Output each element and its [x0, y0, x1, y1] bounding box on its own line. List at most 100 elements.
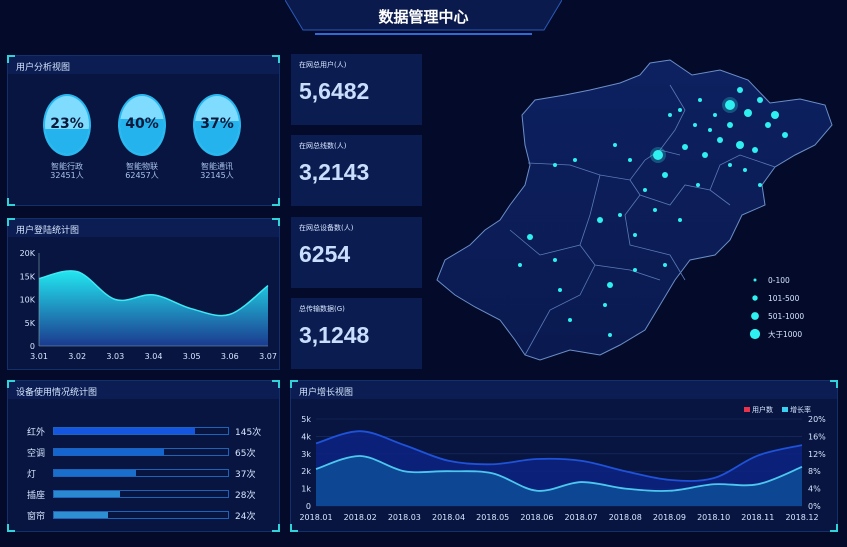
ball-count: 32451人 [50, 171, 84, 180]
x-tick-label: 2018.10 [697, 513, 730, 522]
ball-percent: 23% [50, 116, 84, 132]
map-dot[interactable] [633, 268, 637, 272]
panel-title: 设备使用情况统计图 [8, 381, 279, 399]
map-dot[interactable] [553, 258, 557, 262]
x-tick-label: 3.05 [183, 352, 201, 361]
series-area-1 [316, 455, 802, 506]
map-dot[interactable] [613, 143, 617, 147]
map-outline [436, 59, 833, 361]
map-dot[interactable] [597, 217, 603, 223]
map-dot[interactable] [608, 333, 612, 337]
y-left-tick-label: 5k [301, 415, 311, 424]
panel-title: 用户登陆统计图 [8, 219, 279, 237]
map-dot[interactable] [643, 188, 647, 192]
map-dot[interactable] [607, 282, 613, 288]
map-dot[interactable] [568, 318, 572, 322]
map-dot[interactable] [736, 141, 744, 149]
map-dot[interactable] [553, 163, 557, 167]
region-map[interactable]: 0-100 101-500 501-1000 大于1000 [430, 55, 847, 370]
map-dot[interactable] [713, 113, 717, 117]
map-dot[interactable] [698, 98, 702, 102]
device-bar [54, 512, 108, 518]
header-frame [285, 0, 562, 35]
stat-card: 在网总设备数(人) 6254 [291, 217, 422, 288]
map-dot[interactable] [527, 234, 533, 240]
login-chart: 0 5K 10K 15K 20K 3.01 3.02 3.03 3.04 3.05 3.06 3.07 [20, 249, 277, 361]
map-dot[interactable] [771, 111, 779, 119]
growth-chart-panel: 用户增长视图 0 0% 1k 4% 2k 8% 3k 12% 4k 16% 5k 20% 2018.01… [290, 380, 838, 532]
device-row: 窗帘 24次 [1, 509, 281, 522]
map-dot[interactable] [662, 172, 668, 178]
device-bar-track [53, 511, 229, 519]
map-dot[interactable] [682, 144, 688, 150]
device-bar-track [53, 427, 229, 435]
x-tick-label: 2018.06 [520, 513, 553, 522]
map-dot[interactable] [717, 137, 723, 143]
map-dot[interactable] [708, 128, 712, 132]
x-tick-label: 2018.01 [299, 513, 332, 522]
panel-title: 用户增长视图 [291, 381, 837, 399]
ball-caption: 智能物联 62457人 [107, 162, 177, 180]
device-name: 灯 [27, 470, 37, 480]
map-dot[interactable] [727, 122, 733, 128]
map-dot[interactable] [744, 109, 752, 117]
map-legend-label[interactable]: 101-500 [768, 294, 800, 303]
x-tick-label: 2018.09 [653, 513, 686, 522]
map-legend-label[interactable]: 大于1000 [768, 329, 802, 339]
legend-dot [749, 328, 761, 340]
map-legend-label[interactable]: 501-1000 [768, 312, 804, 321]
ball-caption: 智能行政 32451人 [32, 162, 102, 180]
y-left-tick-label: 1k [301, 485, 311, 494]
y-tick-label: 15K [20, 272, 36, 281]
map-dot[interactable] [758, 183, 762, 187]
map-dot[interactable] [737, 87, 743, 93]
map-dot[interactable] [757, 97, 763, 103]
map-dot[interactable] [728, 163, 732, 167]
percent-ball: 40% [118, 94, 166, 156]
stat-value: 3,1248 [299, 322, 370, 348]
percent-ball: 37% [193, 94, 241, 156]
map-dot[interactable] [633, 233, 637, 237]
map-dot[interactable] [668, 113, 672, 117]
x-tick-label: 3.03 [106, 352, 124, 361]
device-bar-track [53, 448, 229, 456]
y-right-tick-label: 8% [808, 467, 821, 476]
percent-ball: 23% [43, 94, 91, 156]
legend-label[interactable]: 增长率 [790, 405, 811, 414]
map-dot[interactable] [782, 132, 788, 138]
login-line [38, 270, 269, 317]
device-bar [54, 470, 136, 476]
x-tick-label: 2018.03 [388, 513, 421, 522]
map-dot[interactable] [693, 123, 697, 127]
x-tick-label: 3.06 [221, 352, 239, 361]
region-borders [509, 84, 776, 356]
x-tick-label: 3.01 [30, 352, 48, 361]
map-dot[interactable] [765, 122, 771, 128]
map-dot[interactable] [603, 303, 607, 307]
map-dot[interactable] [702, 152, 708, 158]
ball-percent: 40% [125, 116, 159, 132]
map-dot[interactable] [725, 100, 735, 110]
x-tick-label: 2018.11 [741, 513, 774, 522]
device-name: 红外 [27, 428, 46, 438]
map-dot[interactable] [678, 108, 682, 112]
map-dot[interactable] [663, 263, 667, 267]
map-dot[interactable] [618, 213, 622, 217]
map-dot[interactable] [653, 150, 663, 160]
map-dot[interactable] [752, 147, 758, 153]
map-dot[interactable] [653, 208, 657, 212]
map-dot[interactable] [696, 183, 700, 187]
x-tick-label: 2018.02 [344, 513, 377, 522]
map-dot[interactable] [628, 158, 632, 162]
map-dot[interactable] [573, 158, 577, 162]
x-tick-label: 2018.07 [565, 513, 598, 522]
map-dot[interactable] [558, 288, 562, 292]
y-left-tick-label: 4k [301, 432, 311, 441]
map-legend-label[interactable]: 0-100 [768, 276, 790, 285]
map-dot[interactable] [678, 218, 682, 222]
legend-label[interactable]: 用户数 [752, 405, 773, 414]
map-dot[interactable] [743, 168, 747, 172]
map-dot[interactable] [518, 263, 522, 267]
series-line-1 [315, 455, 803, 492]
ball-count: 32145人 [200, 171, 234, 180]
